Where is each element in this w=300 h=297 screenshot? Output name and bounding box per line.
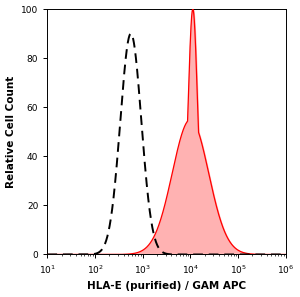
Y-axis label: Relative Cell Count: Relative Cell Count [6, 76, 16, 188]
X-axis label: HLA-E (purified) / GAM APC: HLA-E (purified) / GAM APC [87, 282, 246, 291]
